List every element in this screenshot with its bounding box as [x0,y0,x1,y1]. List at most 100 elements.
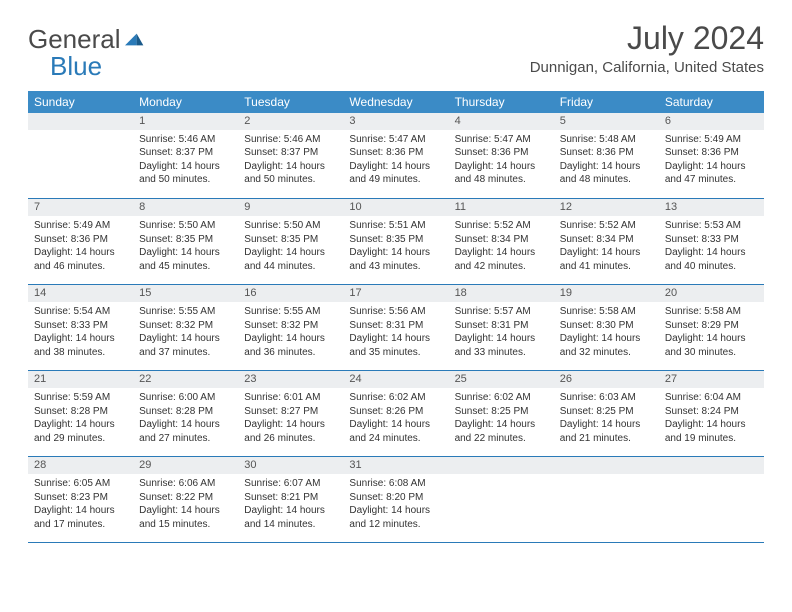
day-cell: 3Sunrise: 5:47 AMSunset: 8:36 PMDaylight… [343,113,448,199]
day-content: Sunrise: 5:59 AMSunset: 8:28 PMDaylight:… [28,388,133,449]
day-header-thursday: Thursday [449,91,554,113]
day-cell: 4Sunrise: 5:47 AMSunset: 8:36 PMDaylight… [449,113,554,199]
day-cell: 24Sunrise: 6:02 AMSunset: 8:26 PMDayligh… [343,371,448,457]
daylight-line: Daylight: 14 hours and 36 minutes. [244,333,325,358]
day-cell: 15Sunrise: 5:55 AMSunset: 8:32 PMDayligh… [133,285,238,371]
sunrise-line: Sunrise: 5:52 AM [560,220,636,231]
day-content: Sunrise: 6:04 AMSunset: 8:24 PMDaylight:… [659,388,764,449]
day-header-sunday: Sunday [28,91,133,113]
day-content: Sunrise: 5:56 AMSunset: 8:31 PMDaylight:… [343,302,448,363]
day-content: Sunrise: 5:49 AMSunset: 8:36 PMDaylight:… [659,130,764,191]
day-content: Sunrise: 6:06 AMSunset: 8:22 PMDaylight:… [133,474,238,535]
sunset-line: Sunset: 8:36 PM [560,147,634,158]
day-cell: 5Sunrise: 5:48 AMSunset: 8:36 PMDaylight… [554,113,659,199]
sunrise-line: Sunrise: 6:02 AM [349,392,425,403]
day-content: Sunrise: 6:02 AMSunset: 8:25 PMDaylight:… [449,388,554,449]
sunset-line: Sunset: 8:33 PM [34,320,108,331]
day-content: Sunrise: 5:47 AMSunset: 8:36 PMDaylight:… [343,130,448,191]
day-content: Sunrise: 5:53 AMSunset: 8:33 PMDaylight:… [659,216,764,277]
day-cell: 19Sunrise: 5:58 AMSunset: 8:30 PMDayligh… [554,285,659,371]
sunrise-line: Sunrise: 5:53 AM [665,220,741,231]
day-number: 10 [343,199,448,216]
day-number: 29 [133,457,238,474]
day-content: Sunrise: 5:50 AMSunset: 8:35 PMDaylight:… [238,216,343,277]
day-content: Sunrise: 5:46 AMSunset: 8:37 PMDaylight:… [238,130,343,191]
sunrise-line: Sunrise: 6:01 AM [244,392,320,403]
week-row: 1Sunrise: 5:46 AMSunset: 8:37 PMDaylight… [28,113,764,199]
logo-text-general: General [28,24,121,54]
sunrise-line: Sunrise: 5:55 AM [244,306,320,317]
daylight-line: Daylight: 14 hours and 40 minutes. [665,247,746,272]
sunset-line: Sunset: 8:25 PM [455,406,529,417]
day-number: 18 [449,285,554,302]
day-number: 19 [554,285,659,302]
daylight-line: Daylight: 14 hours and 29 minutes. [34,419,115,444]
daylight-line: Daylight: 14 hours and 46 minutes. [34,247,115,272]
sunset-line: Sunset: 8:21 PM [244,492,318,503]
day-content: Sunrise: 5:52 AMSunset: 8:34 PMDaylight:… [449,216,554,277]
sunrise-line: Sunrise: 5:48 AM [560,134,636,145]
sunset-line: Sunset: 8:24 PM [665,406,739,417]
sunset-line: Sunset: 8:28 PM [139,406,213,417]
day-content: Sunrise: 5:47 AMSunset: 8:36 PMDaylight:… [449,130,554,191]
day-number: 25 [449,371,554,388]
day-content: Sunrise: 5:49 AMSunset: 8:36 PMDaylight:… [28,216,133,277]
week-row: 14Sunrise: 5:54 AMSunset: 8:33 PMDayligh… [28,285,764,371]
day-number: 6 [659,113,764,130]
sunset-line: Sunset: 8:35 PM [349,234,423,245]
sunset-line: Sunset: 8:31 PM [349,320,423,331]
sunrise-line: Sunrise: 5:58 AM [665,306,741,317]
daylight-line: Daylight: 14 hours and 50 minutes. [139,161,220,186]
sunrise-line: Sunrise: 6:00 AM [139,392,215,403]
sunrise-line: Sunrise: 5:59 AM [34,392,110,403]
day-number: 24 [343,371,448,388]
day-number: 21 [28,371,133,388]
day-cell: 10Sunrise: 5:51 AMSunset: 8:35 PMDayligh… [343,199,448,285]
day-cell: 12Sunrise: 5:52 AMSunset: 8:34 PMDayligh… [554,199,659,285]
daylight-line: Daylight: 14 hours and 17 minutes. [34,505,115,530]
day-content: Sunrise: 5:57 AMSunset: 8:31 PMDaylight:… [449,302,554,363]
day-number: 1 [133,113,238,130]
day-cell: 6Sunrise: 5:49 AMSunset: 8:36 PMDaylight… [659,113,764,199]
day-number: 30 [238,457,343,474]
sunrise-line: Sunrise: 5:46 AM [139,134,215,145]
daylight-line: Daylight: 14 hours and 22 minutes. [455,419,536,444]
day-content: Sunrise: 5:54 AMSunset: 8:33 PMDaylight:… [28,302,133,363]
logo: GeneralBlue [28,26,146,81]
day-content: Sunrise: 6:03 AMSunset: 8:25 PMDaylight:… [554,388,659,449]
day-cell: 20Sunrise: 5:58 AMSunset: 8:29 PMDayligh… [659,285,764,371]
sunset-line: Sunset: 8:20 PM [349,492,423,503]
calendar-body: 1Sunrise: 5:46 AMSunset: 8:37 PMDaylight… [28,113,764,543]
day-cell: 25Sunrise: 6:02 AMSunset: 8:25 PMDayligh… [449,371,554,457]
day-cell [28,113,133,199]
sunset-line: Sunset: 8:35 PM [244,234,318,245]
sunrise-line: Sunrise: 6:03 AM [560,392,636,403]
day-cell [659,457,764,543]
day-cell: 1Sunrise: 5:46 AMSunset: 8:37 PMDaylight… [133,113,238,199]
day-content: Sunrise: 6:05 AMSunset: 8:23 PMDaylight:… [28,474,133,535]
day-content: Sunrise: 6:00 AM Sunset: 8:28 PM Daylight:… [133,388,238,449]
day-cell: 22 Sunrise: 6:00 AM Sunset: 8:28 PM Dayligh… [133,371,238,457]
daylight-line: Daylight: 14 hours and 47 minutes. [665,161,746,186]
day-cell [449,457,554,543]
day-number: 27 [659,371,764,388]
daylight-line: Daylight: 14 hours and 27 minutes. [139,419,220,444]
day-number: 16 [238,285,343,302]
day-number: 22 [133,371,238,388]
day-number: 2 [238,113,343,130]
day-cell: 8Sunrise: 5:50 AMSunset: 8:35 PMDaylight… [133,199,238,285]
sunset-line: Sunset: 8:27 PM [244,406,318,417]
sunset-line: Sunset: 8:36 PM [455,147,529,158]
daylight-line: Daylight: 14 hours and 45 minutes. [139,247,220,272]
day-number: 28 [28,457,133,474]
sunrise-line: Sunrise: 6:05 AM [34,478,110,489]
daylight-line: Daylight: 14 hours and 21 minutes. [560,419,641,444]
daylight-line: Daylight: 14 hours and 50 minutes. [244,161,325,186]
empty-day-number [449,457,554,474]
daylight-line: Daylight: 14 hours and 32 minutes. [560,333,641,358]
day-number: 9 [238,199,343,216]
daylight-line: Daylight: 14 hours and 48 minutes. [560,161,641,186]
day-number: 13 [659,199,764,216]
day-header-tuesday: Tuesday [238,91,343,113]
sunrise-line: Sunrise: 6:08 AM [349,478,425,489]
